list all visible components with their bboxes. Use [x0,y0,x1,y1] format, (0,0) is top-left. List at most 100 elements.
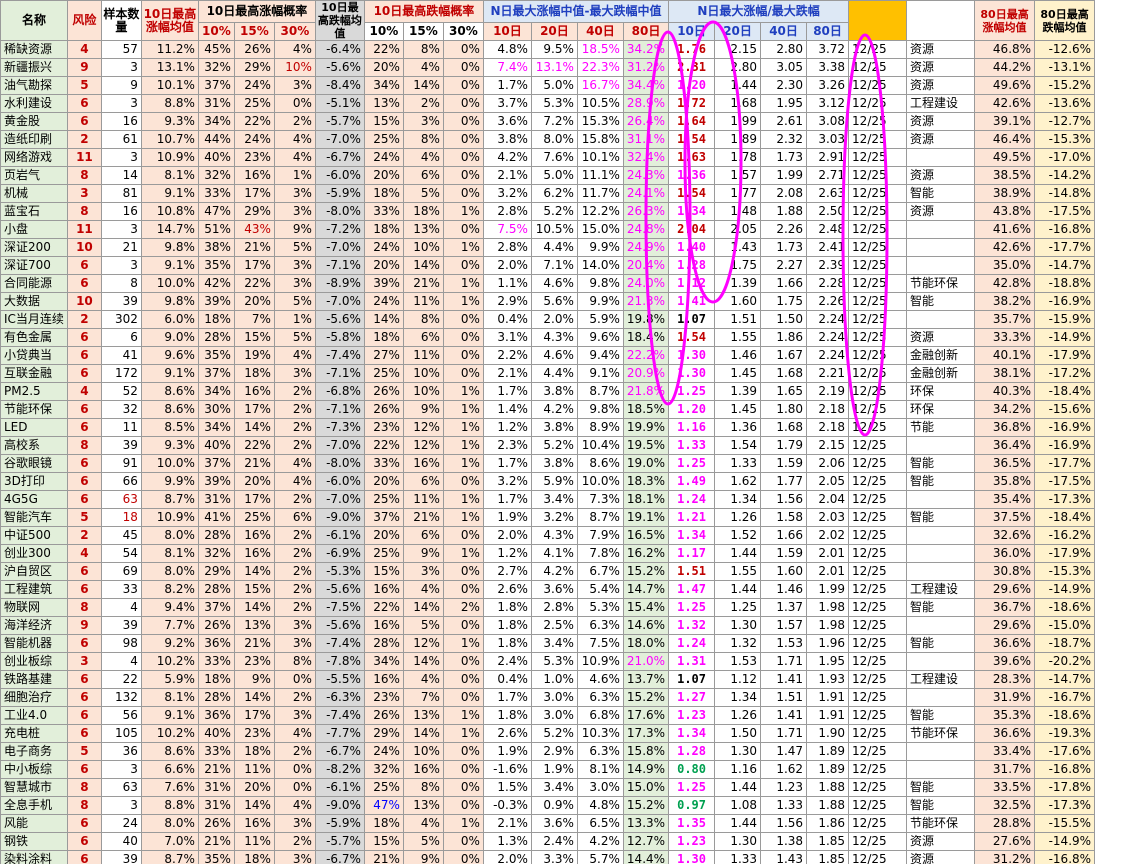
tag-cell[interactable]: 金融创新 [906,364,976,383]
tag-cell[interactable] [906,490,976,509]
risk-cell[interactable]: 6 [66,850,102,864]
risk-cell[interactable]: 3 [66,652,102,671]
name-cell[interactable]: 中证500 [0,526,68,545]
median-20d-cell[interactable]: 5.3% [530,94,578,113]
avg10-cell[interactable]: 8.7% [140,490,199,509]
up-p30-cell[interactable]: 1% [273,166,316,185]
table-row[interactable]: 智慧城市 8 63 7.6% 31% 20% 0% -6.1% 25% 8% 0% 1.5% 3.4% 3… [0,778,1096,797]
median-80d-cell[interactable]: 26.4% [622,112,670,131]
ratio-20d-cell[interactable]: 1.44 [714,778,762,797]
avg10-cell[interactable]: 8.6% [140,742,199,761]
median-80d-cell[interactable]: 31.2% [622,58,670,77]
avg80-cell[interactable]: 35.8% [974,472,1036,491]
up-p30-cell[interactable]: 2% [273,418,316,437]
tag-cell[interactable]: 资源 [906,130,976,149]
tag-cell[interactable] [906,652,976,671]
up-p15-cell[interactable]: 20% [233,778,275,797]
name-cell[interactable]: IC当月连续 [0,310,68,329]
up-p15-cell[interactable]: 16% [233,526,275,545]
down-p10-cell[interactable]: 37% [363,508,404,527]
avg10-cell[interactable]: 10.2% [140,724,199,743]
ratio-10d-cell[interactable]: 1.34 [668,724,716,743]
count-cell[interactable]: 105 [100,724,142,743]
down-avg10-cell[interactable]: -5.9% [314,814,365,833]
down-avg10-cell[interactable]: -5.7% [314,832,365,851]
down-avg10-cell[interactable]: -6.0% [314,166,365,185]
down80-cell[interactable]: -16.8% [1034,850,1096,864]
median-20d-cell[interactable]: 2.8% [530,598,578,617]
median-10d-cell[interactable]: 1.7% [482,382,532,401]
median-80d-cell[interactable]: 26.3% [622,202,670,221]
avg10-cell[interactable]: 9.3% [140,112,199,131]
median-10d-cell[interactable]: 1.7% [482,688,532,707]
ratio-40d-cell[interactable]: 1.86 [760,328,808,347]
down-p30-cell[interactable]: 1% [442,418,484,437]
count-cell[interactable]: 57 [100,40,142,59]
median-10d-cell[interactable]: 2.4% [482,652,532,671]
risk-cell[interactable]: 4 [66,40,102,59]
down-p10-cell[interactable]: 23% [363,688,404,707]
up-p15-cell[interactable]: 24% [233,76,275,95]
down80-cell[interactable]: -19.3% [1034,724,1096,743]
up-p10-cell[interactable]: 34% [197,112,235,131]
name-cell[interactable]: PM2.5 [0,382,68,401]
risk-cell[interactable]: 6 [66,328,102,347]
avg10-cell[interactable]: 8.7% [140,850,199,864]
down80-cell[interactable]: -18.6% [1034,598,1096,617]
avg80-cell[interactable]: 32.6% [974,526,1036,545]
up-p10-cell[interactable]: 32% [197,58,235,77]
down-p30-cell[interactable]: 1% [442,274,484,293]
median-20d-cell[interactable]: 6.2% [530,184,578,203]
median-40d-cell[interactable]: 6.7% [576,562,624,581]
ratio-10d-cell[interactable]: 1.35 [668,814,716,833]
avg80-cell[interactable]: 32.5% [974,796,1036,815]
ratio-40d-cell[interactable]: 1.41 [760,706,808,725]
median-40d-cell[interactable]: 7.9% [576,526,624,545]
avg10-cell[interactable]: 9.2% [140,634,199,653]
down-p30-cell[interactable]: 1% [442,382,484,401]
table-row[interactable]: 机械 3 81 9.1% 33% 17% 3% -5.9% 18% 5% 0% 3.2% 6.2% 11.… [0,184,1096,203]
ratio-80d-cell[interactable]: 3.08 [806,112,850,131]
up-p30-cell[interactable]: 3% [273,256,316,275]
date-cell[interactable]: 12/25 [848,526,908,545]
median-80d-cell[interactable]: 14.9% [622,760,670,779]
down-p30-cell[interactable]: 0% [442,652,484,671]
tag-cell[interactable] [906,760,976,779]
ratio-10d-cell[interactable]: 1.31 [668,652,716,671]
ratio-20d-cell[interactable]: 2.80 [714,58,762,77]
median-80d-cell[interactable]: 19.0% [622,454,670,473]
avg80-cell[interactable]: 36.5% [974,454,1036,473]
ratio-80d-cell[interactable]: 2.19 [806,382,850,401]
median-20d-cell[interactable]: 3.8% [530,382,578,401]
name-cell[interactable]: 细胞治疗 [0,688,68,707]
ratio-20d-cell[interactable]: 1.39 [714,382,762,401]
down-p30-cell[interactable]: 0% [442,760,484,779]
table-row[interactable]: 物联网 8 4 9.4% 37% 14% 2% -7.5% 22% 14% 2% 1.8% 2.8% 5.… [0,598,1096,617]
header-m20[interactable]: 20日 [530,21,578,42]
median-80d-cell[interactable]: 24.8% [622,220,670,239]
ratio-20d-cell[interactable]: 1.77 [714,184,762,203]
median-20d-cell[interactable]: 4.6% [530,346,578,365]
median-80d-cell[interactable]: 15.2% [622,796,670,815]
ratio-20d-cell[interactable]: 1.46 [714,346,762,365]
median-10d-cell[interactable]: 2.2% [482,346,532,365]
down-p30-cell[interactable]: 0% [442,40,484,59]
down-avg10-cell[interactable]: -6.7% [314,742,365,761]
date-cell[interactable]: 12/25 [848,130,908,149]
down-p10-cell[interactable]: 21% [363,850,404,864]
name-cell[interactable]: 创业300 [0,544,68,563]
ratio-80d-cell[interactable]: 1.86 [806,814,850,833]
up-p30-cell[interactable]: 3% [273,274,316,293]
down80-cell[interactable]: -17.3% [1034,796,1096,815]
up-p30-cell[interactable]: 8% [273,652,316,671]
up-p10-cell[interactable]: 21% [197,832,235,851]
tag-cell[interactable] [906,688,976,707]
down-p10-cell[interactable]: 26% [363,400,404,419]
ratio-20d-cell[interactable]: 1.50 [714,724,762,743]
ratio-40d-cell[interactable]: 1.88 [760,202,808,221]
median-20d-cell[interactable]: 3.4% [530,634,578,653]
down-avg10-cell[interactable]: -6.0% [314,472,365,491]
median-40d-cell[interactable]: 9.4% [576,346,624,365]
down-p30-cell[interactable]: 1% [442,454,484,473]
ratio-80d-cell[interactable]: 2.24 [806,310,850,329]
